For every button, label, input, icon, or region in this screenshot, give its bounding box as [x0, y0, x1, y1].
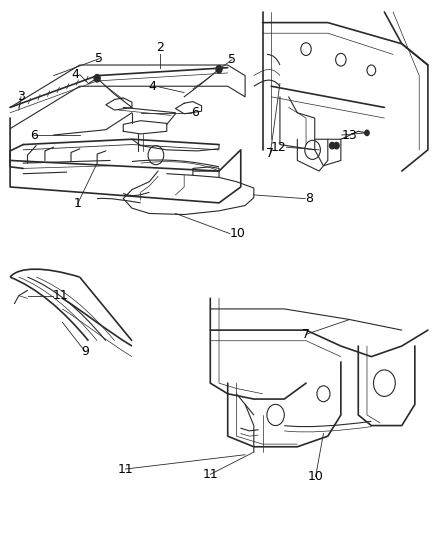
Text: 12: 12	[271, 141, 286, 154]
Text: 7: 7	[266, 147, 274, 159]
Text: 5: 5	[228, 53, 236, 66]
Circle shape	[329, 142, 335, 149]
Text: 11: 11	[53, 289, 68, 302]
Text: 13: 13	[342, 128, 357, 141]
Text: 10: 10	[307, 470, 324, 483]
Text: 1: 1	[74, 197, 81, 211]
Text: 4: 4	[148, 80, 156, 93]
Text: 6: 6	[30, 128, 38, 141]
Circle shape	[216, 66, 222, 73]
Text: 10: 10	[230, 227, 246, 240]
Text: 7: 7	[302, 328, 310, 341]
Circle shape	[365, 130, 369, 135]
Text: 9: 9	[81, 345, 89, 358]
Circle shape	[334, 142, 339, 149]
Circle shape	[94, 75, 100, 82]
Text: 11: 11	[117, 463, 133, 475]
Text: 11: 11	[202, 468, 218, 481]
Text: 5: 5	[95, 52, 103, 65]
Text: 3: 3	[17, 90, 25, 103]
Text: 2: 2	[156, 42, 164, 54]
Text: 8: 8	[305, 192, 313, 205]
Text: 6: 6	[191, 106, 198, 119]
Text: 4: 4	[72, 68, 80, 81]
